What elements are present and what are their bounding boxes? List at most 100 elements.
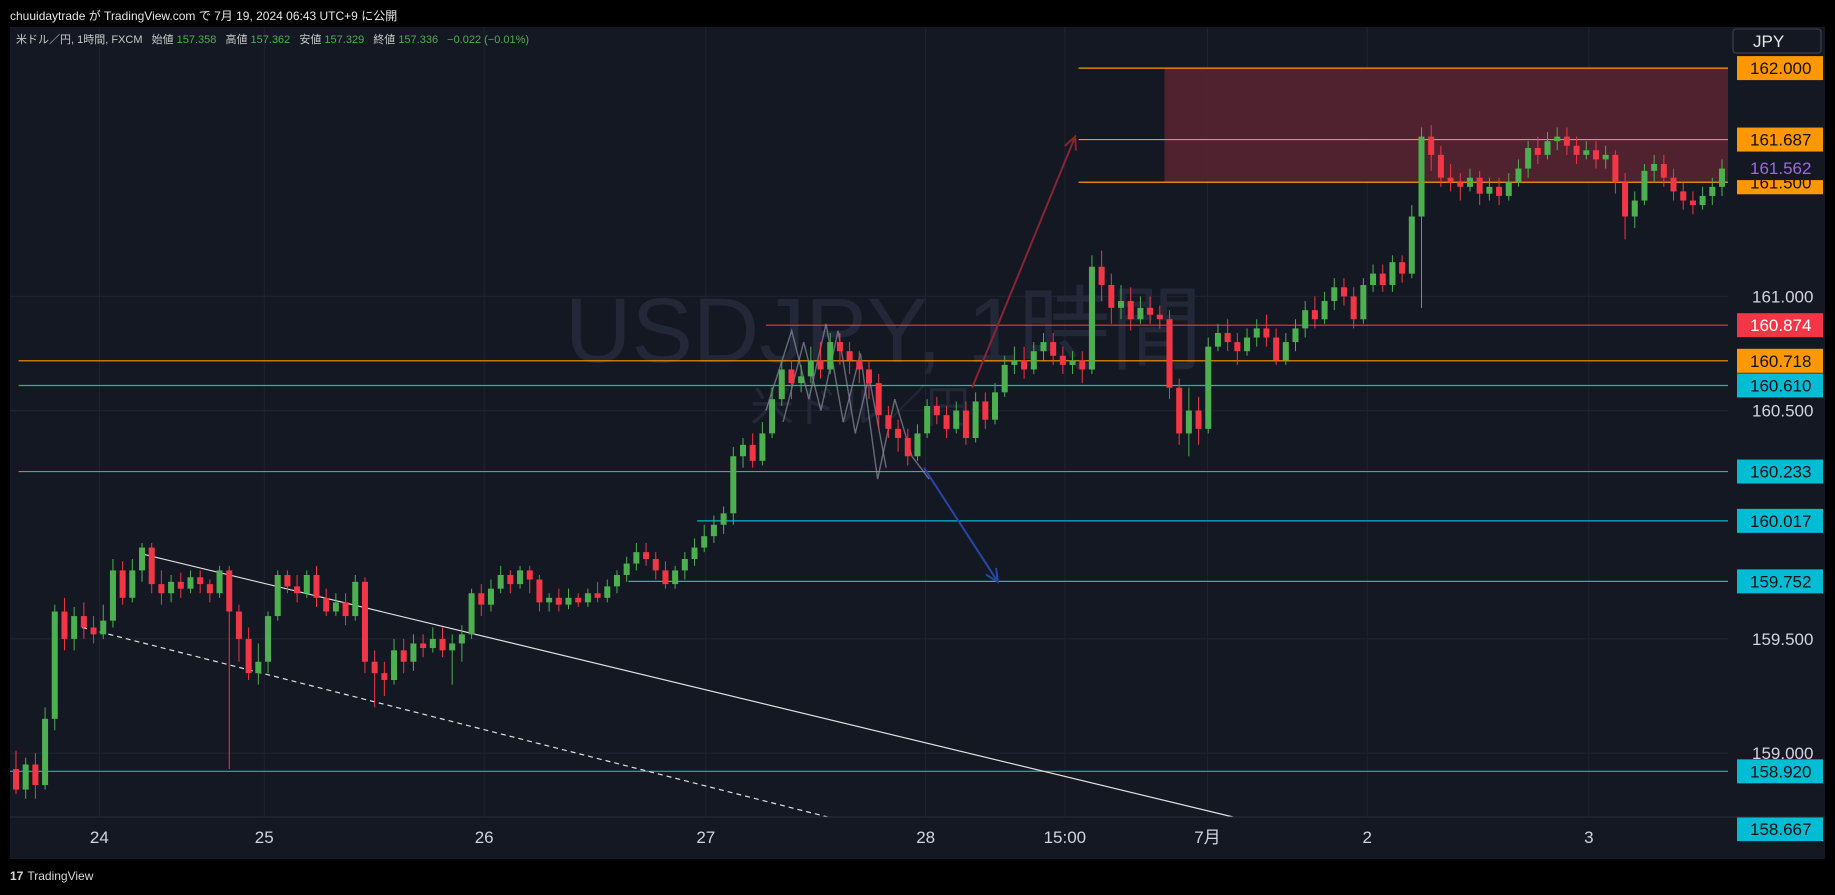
level-lines[interactable] bbox=[10, 67, 1728, 772]
svg-text:米ドル／円, 1時間, FXCM 始値: 米ドル／円, 1時間, FXCM 始値 157.358 高値 157.362 安… bbox=[16, 32, 529, 46]
candle-152 bbox=[1486, 177, 1493, 201]
candle-body bbox=[1331, 287, 1338, 301]
candle-4 bbox=[51, 604, 58, 731]
candle-90 bbox=[885, 406, 892, 438]
candle-body bbox=[255, 661, 262, 674]
candle-88 bbox=[865, 360, 873, 400]
candle-body bbox=[1602, 154, 1609, 160]
candle-body bbox=[962, 410, 969, 438]
candle-62 bbox=[613, 570, 620, 594]
candle-body bbox=[565, 597, 572, 605]
scenario-down-arrow-shaft bbox=[923, 467, 999, 583]
close-value: 157.336 bbox=[398, 34, 438, 46]
candle-body bbox=[730, 456, 737, 514]
candle-body bbox=[710, 524, 717, 537]
candle-147 bbox=[1437, 145, 1444, 187]
x-tick-4: 28 bbox=[916, 828, 935, 847]
candle-12 bbox=[129, 558, 136, 603]
candle-body bbox=[439, 638, 446, 651]
candle-161 bbox=[1573, 136, 1580, 164]
candle-11 bbox=[119, 561, 126, 605]
candle-body bbox=[197, 577, 204, 585]
candle-body bbox=[274, 574, 281, 617]
level-label-text: 160.874 bbox=[1750, 316, 1811, 335]
zigzag-path-0 bbox=[765, 323, 930, 480]
candle-169 bbox=[1651, 154, 1658, 183]
candle-83 bbox=[817, 342, 824, 379]
level-label-3: 160.874 bbox=[1737, 313, 1823, 338]
candle-body bbox=[1631, 200, 1638, 217]
symbol-info: 米ドル／円, 1時間, FXCM bbox=[16, 33, 143, 46]
candle-body bbox=[1311, 310, 1318, 320]
candle-23 bbox=[235, 604, 242, 662]
candle-body bbox=[1544, 141, 1551, 155]
price-chart[interactable]: USDJPY, 1時間 米ドル／円 161.000160.500159.5001… bbox=[10, 27, 1825, 859]
candle-body bbox=[1088, 266, 1095, 370]
candle-body bbox=[1253, 328, 1260, 338]
trendlines[interactable] bbox=[82, 553, 1234, 818]
candle-body bbox=[1205, 346, 1212, 429]
candle-107 bbox=[1050, 332, 1057, 365]
candle-82 bbox=[807, 346, 814, 384]
candle-160 bbox=[1563, 127, 1570, 155]
candle-97 bbox=[953, 401, 960, 434]
level-label-bg bbox=[1737, 348, 1823, 373]
scenario-arrows[interactable] bbox=[923, 134, 1078, 584]
candle-body bbox=[468, 593, 475, 635]
candle-body bbox=[206, 584, 213, 594]
level-label-bg bbox=[1737, 508, 1823, 533]
price-axis[interactable]: 161.000 160.500 159.500 159.000 162.000 161.… bbox=[1728, 27, 1825, 859]
y-tick-1: 160.500 bbox=[1752, 402, 1813, 421]
candle-body bbox=[51, 611, 58, 719]
candle-body bbox=[410, 643, 417, 662]
target-zone[interactable] bbox=[1164, 68, 1728, 183]
candle-body bbox=[992, 392, 999, 420]
candle-121 bbox=[1185, 387, 1192, 457]
candle-72 bbox=[710, 515, 717, 544]
candle-body bbox=[943, 415, 950, 429]
candle-body bbox=[865, 369, 873, 384]
x-tick-1: 25 bbox=[255, 828, 274, 847]
currency-button[interactable]: JPY bbox=[1732, 28, 1822, 54]
level-labels: 162.000161.687161.500160.874160.718160.6… bbox=[1737, 56, 1823, 842]
scenario-up-arrow bbox=[971, 134, 1078, 389]
candle-145 bbox=[1418, 127, 1425, 308]
candle-57 bbox=[565, 588, 572, 610]
candle-body bbox=[1059, 355, 1066, 365]
candle-body bbox=[1534, 148, 1541, 155]
time-axis[interactable]: 24 25 26 27 28 15:00 7月 2 3 bbox=[10, 816, 1825, 847]
chart-area[interactable]: USDJPY, 1時間 米ドル／円 161.000 160.500 159.500 1… bbox=[10, 27, 1825, 859]
candle-body bbox=[739, 444, 746, 457]
candle-body bbox=[1583, 150, 1590, 155]
candle-38 bbox=[381, 661, 388, 696]
level-label-text: 162.000 bbox=[1750, 59, 1811, 78]
candle-158 bbox=[1544, 132, 1551, 160]
candle-body bbox=[497, 574, 504, 589]
candle-22 bbox=[226, 565, 233, 770]
candle-26 bbox=[265, 611, 272, 674]
candle-body bbox=[332, 602, 339, 612]
candle-78 bbox=[769, 387, 776, 438]
candle-64 bbox=[633, 543, 640, 571]
candle-body bbox=[507, 574, 514, 585]
tradingview-logo[interactable]: 17 TradingView bbox=[10, 869, 93, 883]
candle-body bbox=[798, 376, 805, 384]
candle-body bbox=[71, 616, 78, 639]
candle-body bbox=[1292, 328, 1299, 343]
candle-body bbox=[846, 351, 853, 361]
candle-146 bbox=[1428, 125, 1435, 171]
change-value: −0.022 (−0.01%) bbox=[447, 34, 529, 46]
candle-body bbox=[1670, 177, 1677, 192]
candle-44 bbox=[439, 627, 446, 658]
candle-body bbox=[487, 588, 494, 605]
candle-86 bbox=[846, 342, 853, 375]
candle-body bbox=[1340, 287, 1347, 297]
candle-body bbox=[1118, 300, 1125, 308]
candle-165 bbox=[1612, 150, 1619, 194]
candle-body bbox=[594, 593, 601, 598]
candle-body bbox=[1389, 262, 1396, 286]
candle-body bbox=[1437, 154, 1444, 178]
candle-117 bbox=[1147, 296, 1154, 324]
candle-112 bbox=[1098, 250, 1105, 301]
candle-body bbox=[1641, 170, 1648, 201]
